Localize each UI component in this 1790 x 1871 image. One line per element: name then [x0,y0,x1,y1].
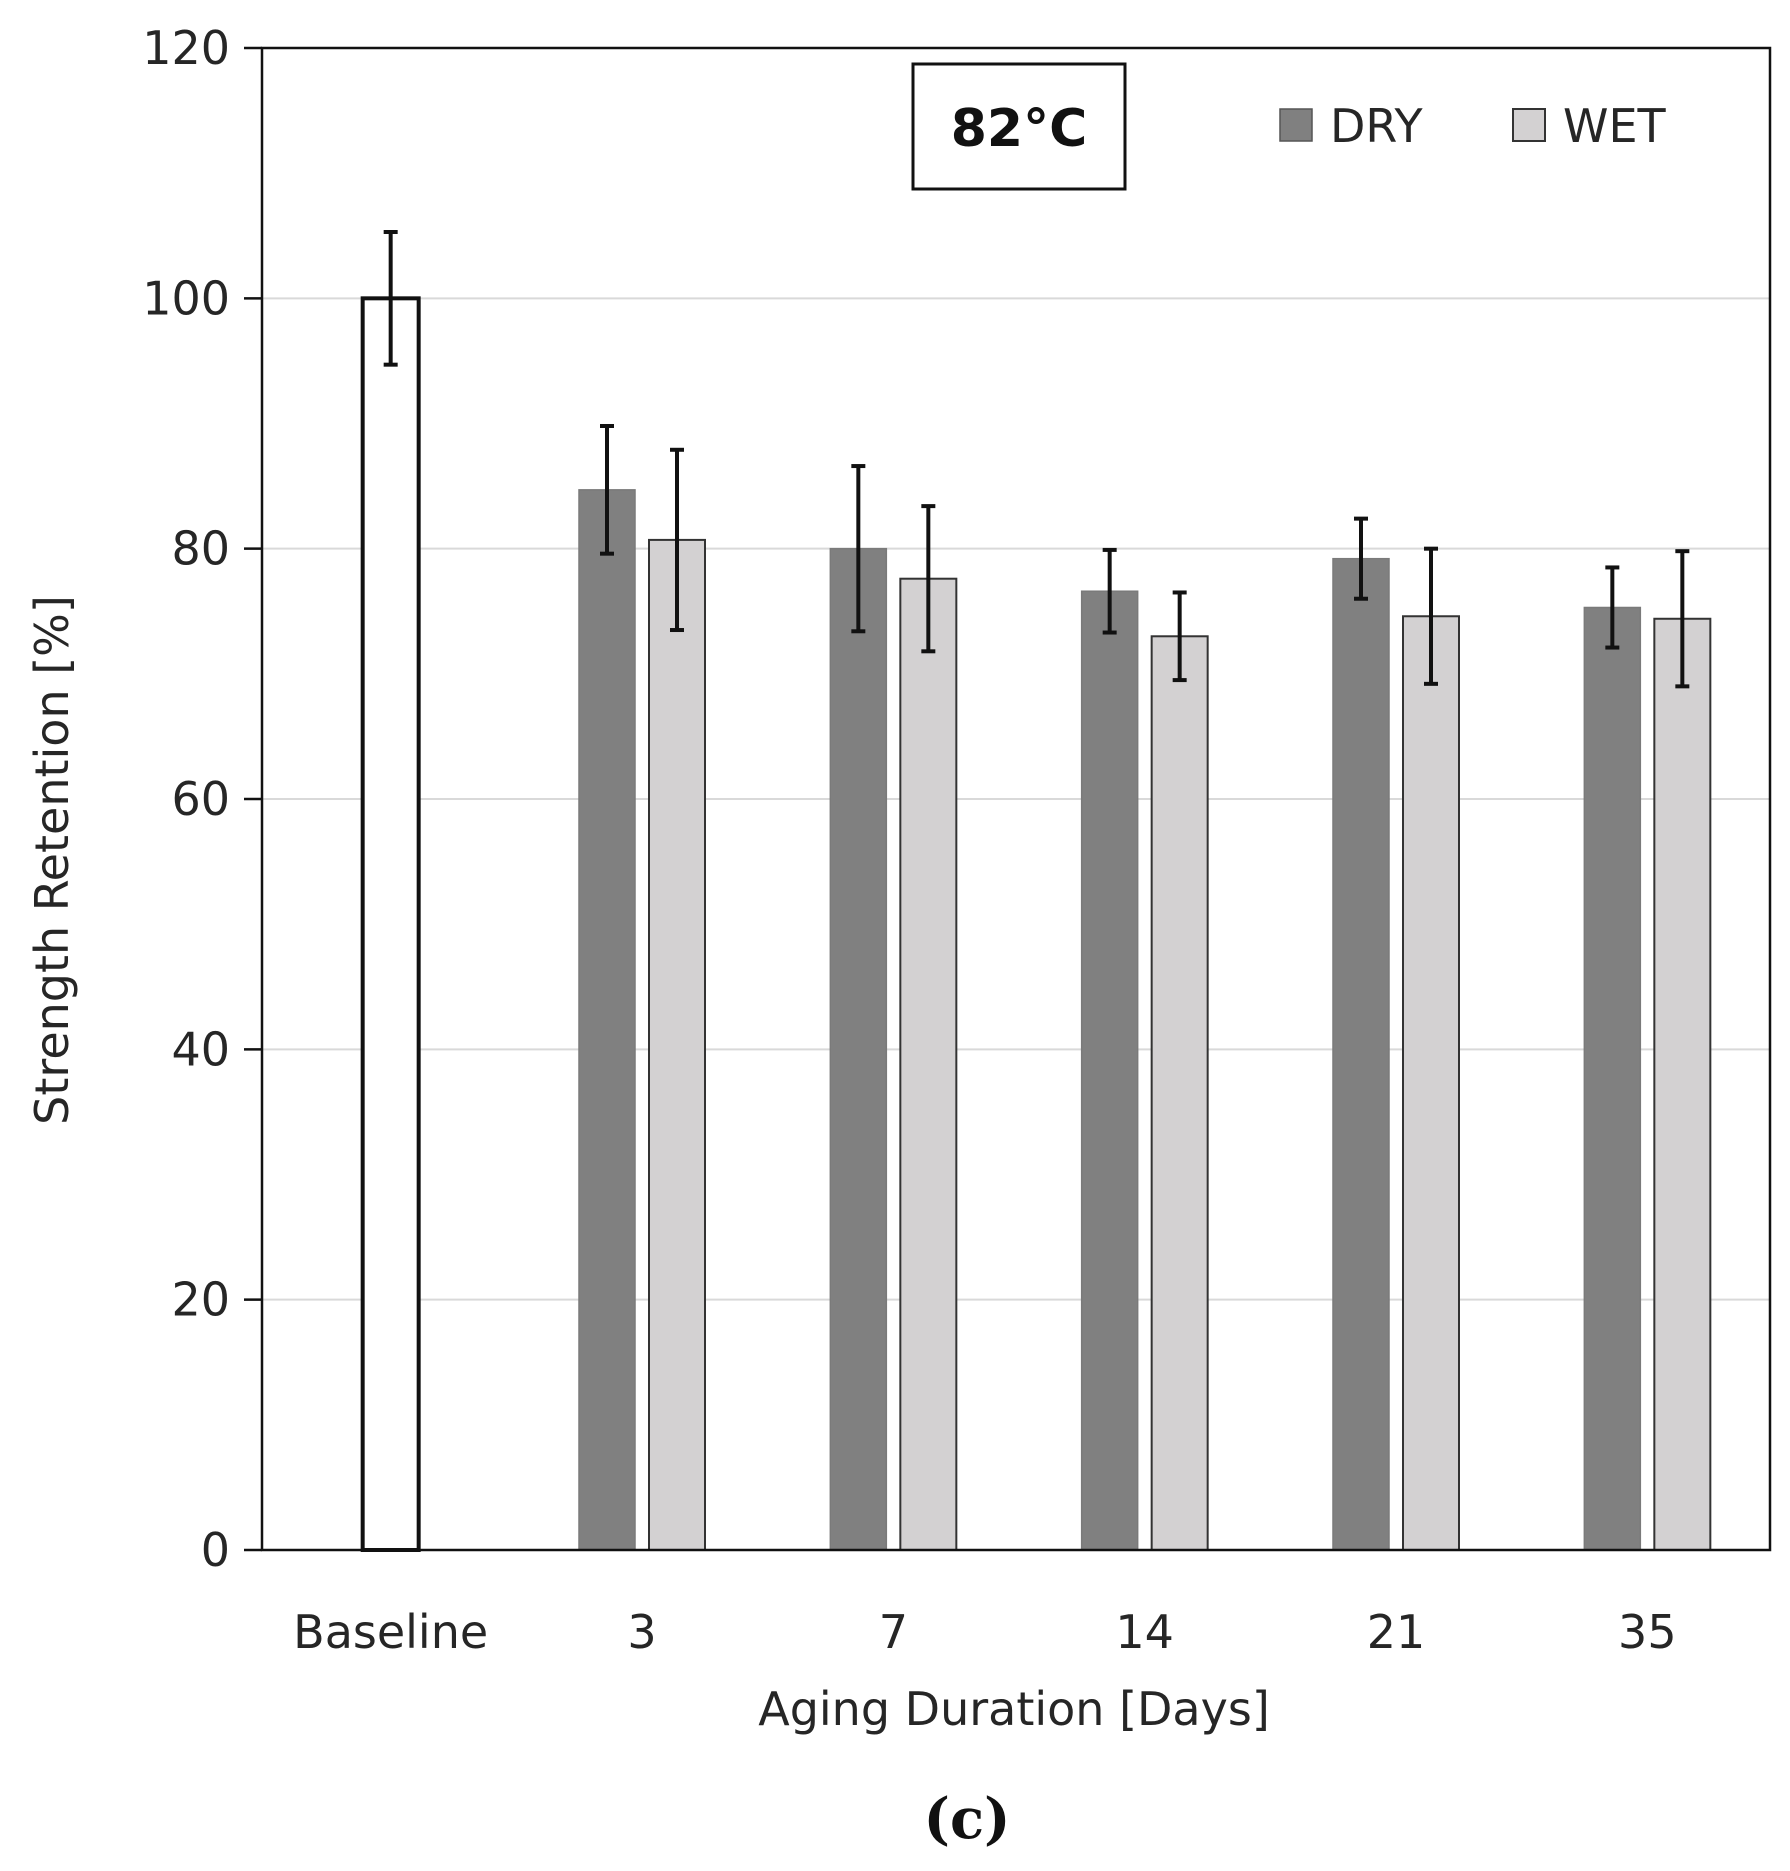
legend-swatch-dry [1279,108,1313,142]
panel-label: (c) [923,1786,1010,1852]
bar-dry-14 [1080,590,1139,1551]
bar-wet-14 [1150,635,1209,1551]
legend-label-dry: DRY [1330,99,1423,153]
bar-wet-35 [1653,617,1712,1551]
bar-dry-35 [1583,606,1642,1551]
x-tick-label: 7 [879,1605,908,1659]
x-tick-label: 35 [1618,1605,1677,1659]
x-tick-labels: Baseline 3 7 14 21 35 [293,1605,1676,1659]
x-tick-label: 21 [1367,1605,1426,1659]
legend: DRY WET [1279,99,1667,153]
x-axis-title: Aging Duration [Days] [758,1682,1270,1736]
legend-label-wet: WET [1563,99,1667,153]
y-tick-label: 60 [171,772,230,826]
bar-wet-7 [899,577,958,1551]
bar-baseline [360,296,421,1552]
bar-dry-7 [829,547,888,1551]
y-tick-label: 20 [171,1273,230,1327]
y-tick-label: 80 [171,522,230,576]
x-tick-label: 14 [1115,1605,1174,1659]
temperature-annotation-box: 82°C [911,62,1127,191]
y-tick-label: 100 [142,271,230,325]
temperature-annotation: 82°C [951,99,1088,159]
error-bars [383,229,1690,689]
y-tick-label: 0 [201,1523,230,1577]
bars [360,296,1712,1552]
legend-swatch-wet [1512,108,1546,142]
bar-dry-21 [1332,557,1390,1551]
y-tick-labels: 0 20 40 60 80 100 120 [142,21,230,1577]
x-tick-label: 3 [627,1605,656,1659]
x-tick-label: Baseline [293,1605,488,1659]
plot-frame [260,46,1772,1552]
y-axis-title: Strength Retention [%] [25,595,79,1125]
bar-dry-3 [578,489,636,1551]
bar-wet-3 [648,538,706,1551]
axes [244,46,1772,1552]
y-tick-label: 40 [171,1022,230,1076]
y-tick-label: 120 [142,21,230,75]
gridlines [262,297,1770,1301]
bar-wet-21 [1402,615,1460,1551]
